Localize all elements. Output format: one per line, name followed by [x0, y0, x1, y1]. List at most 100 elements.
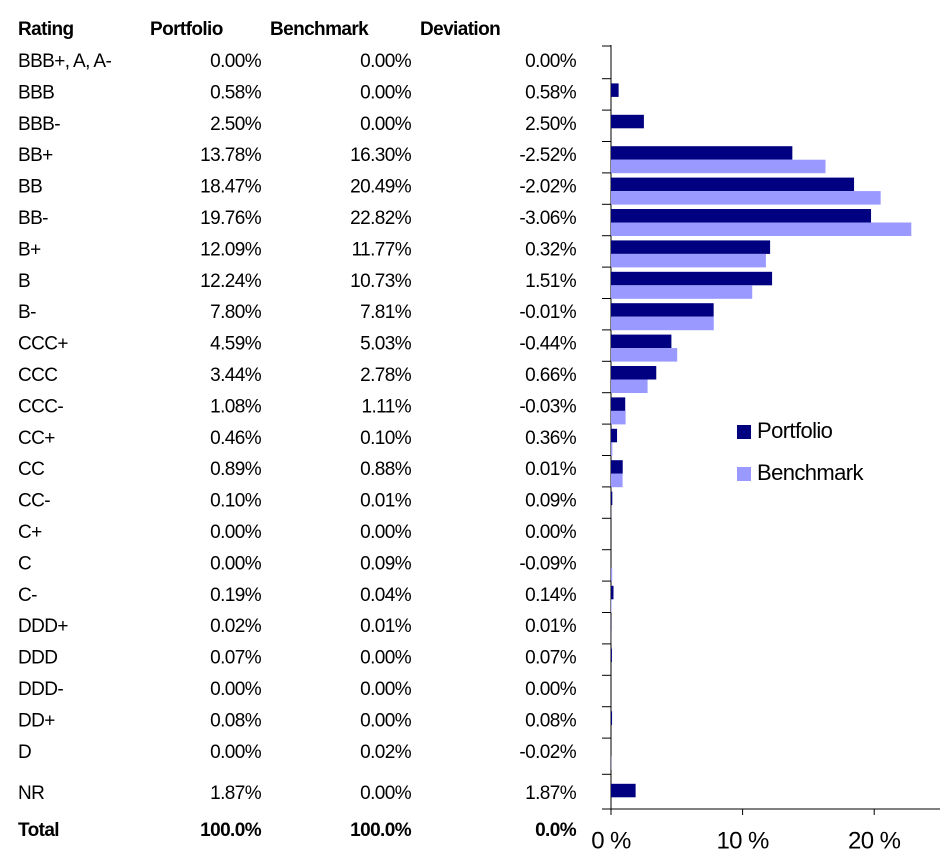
deviation-value: -0.44% — [519, 334, 576, 355]
rating-label: C — [18, 553, 31, 574]
deviation-value: -0.02% — [519, 742, 576, 763]
rating-label: C+ — [18, 522, 42, 543]
deviation-value: -3.06% — [519, 208, 576, 229]
x-tick-label: 0 % — [591, 827, 631, 851]
rating-label: NR — [18, 783, 44, 804]
deviation-value: 0.00% — [525, 51, 577, 72]
rating-label: DDD+ — [18, 616, 68, 637]
portfolio-header: Portfolio — [150, 19, 223, 40]
bar — [611, 222, 912, 236]
benchmark-value: 0.02% — [360, 742, 412, 763]
bar — [611, 209, 872, 223]
deviation-value: 0.32% — [525, 239, 577, 260]
deviation-value: 2.50% — [525, 114, 577, 135]
benchmark-value: 16.30% — [350, 145, 412, 166]
rating-label: C- — [18, 585, 37, 606]
bar — [611, 473, 623, 488]
bar — [611, 348, 678, 362]
portfolio-value: 0.46% — [210, 428, 262, 449]
portfolio-value: 1.08% — [210, 396, 262, 417]
bar — [611, 366, 657, 380]
portfolio-value: 0.10% — [210, 491, 262, 512]
bar — [611, 567, 613, 582]
portfolio-value: 0.02% — [210, 616, 262, 637]
benchmark-value: 0.88% — [360, 459, 412, 480]
portfolio-value: 0.07% — [210, 648, 262, 669]
deviation-value: 0.09% — [525, 491, 577, 512]
portfolio-value: 4.59% — [210, 334, 262, 355]
portfolio-value: 0.08% — [210, 710, 262, 731]
portfolio-value: 12.24% — [200, 271, 262, 292]
rating-label: BB+ — [18, 145, 53, 166]
portfolio-value: 13.78% — [200, 145, 262, 166]
rating-label: CCC+ — [18, 334, 68, 355]
bar — [611, 397, 626, 411]
rating-header: Rating — [18, 19, 74, 40]
bar — [611, 177, 855, 192]
bar — [611, 410, 626, 425]
deviation-value: -0.03% — [519, 396, 576, 417]
rating-label: B — [18, 271, 30, 292]
portfolio-value: 19.76% — [200, 208, 262, 229]
total-label: Total — [18, 820, 59, 841]
deviation-value: -2.52% — [519, 145, 576, 166]
bar — [611, 159, 826, 174]
deviation-value: 0.58% — [525, 82, 577, 103]
deviation-value: 0.14% — [525, 585, 577, 606]
benchmark-value: 5.03% — [360, 334, 412, 355]
rating-label: CCC- — [18, 396, 63, 417]
bar — [611, 191, 881, 205]
portfolio-value: 18.47% — [200, 177, 262, 198]
bar — [611, 460, 623, 474]
total-benchmark: 100.0% — [350, 820, 412, 841]
portfolio-value: 0.00% — [210, 553, 262, 574]
total-portfolio: 100.0% — [200, 820, 262, 841]
bar — [611, 334, 672, 349]
bar — [611, 379, 648, 393]
deviation-value: 0.00% — [525, 679, 577, 700]
deviation-value: 0.08% — [525, 710, 577, 731]
bar — [611, 253, 766, 268]
bar — [611, 585, 614, 600]
bar — [611, 648, 612, 663]
benchmark-value: 0.00% — [360, 522, 412, 543]
portfolio-value: 0.00% — [210, 679, 262, 700]
rating-label: CC- — [18, 491, 50, 512]
deviation-value: 0.66% — [525, 365, 577, 386]
deviation-value: 0.07% — [525, 648, 577, 669]
bar — [611, 783, 636, 798]
benchmark-value: 0.10% — [360, 428, 412, 449]
bar — [611, 114, 644, 129]
rating-label: DD+ — [18, 710, 55, 731]
benchmark-value: 0.01% — [360, 491, 412, 512]
bar — [611, 428, 618, 443]
portfolio-value: 2.50% — [210, 114, 262, 135]
deviation-value: -2.02% — [519, 177, 576, 198]
benchmark-value: 0.04% — [360, 585, 412, 606]
rating-label: BBB+, A, A- — [18, 51, 111, 72]
portfolio-value: 0.00% — [210, 742, 262, 763]
portfolio-value: 0.00% — [210, 522, 262, 543]
bar — [611, 316, 714, 331]
benchmark-value: 2.78% — [360, 365, 412, 386]
portfolio-value: 3.44% — [210, 365, 262, 386]
benchmark-value: 20.49% — [350, 177, 412, 198]
bar — [611, 491, 613, 506]
legend-label: Benchmark — [757, 460, 864, 485]
rating-label: B- — [18, 302, 36, 323]
benchmark-value: 0.00% — [360, 710, 412, 731]
portfolio-value: 1.87% — [210, 783, 262, 804]
bar — [611, 442, 613, 456]
rating-label: BB- — [18, 208, 48, 229]
benchmark-value: 0.00% — [360, 679, 412, 700]
benchmark-header: Benchmark — [270, 19, 369, 40]
benchmark-value: 10.73% — [350, 271, 412, 292]
bar — [611, 711, 613, 725]
bar — [611, 271, 773, 286]
deviation-value: 0.01% — [525, 459, 577, 480]
deviation-value: 0.36% — [525, 428, 577, 449]
rating-label: BB — [18, 177, 42, 198]
deviation-value: 0.00% — [525, 522, 577, 543]
